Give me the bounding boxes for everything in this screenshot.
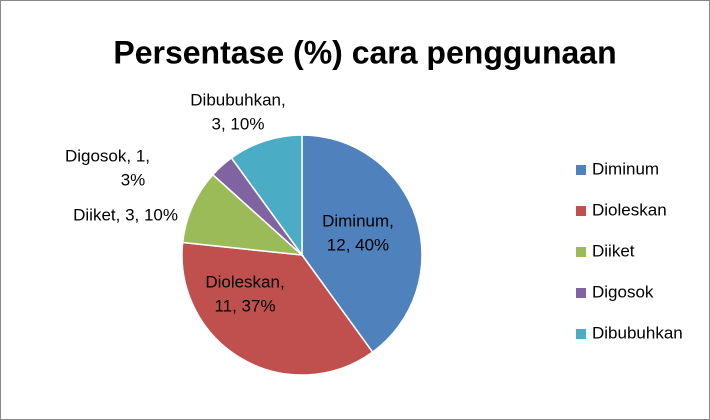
data-label: Diminum, [322, 211, 394, 230]
pie-slice [181, 241, 374, 376]
pie-slice [181, 173, 305, 256]
legend-label: Diiket [592, 241, 635, 260]
data-label: 3, 10% [212, 114, 265, 133]
legend-swatch [576, 206, 586, 216]
data-label: 11, 37% [214, 296, 275, 315]
legend-label: Diminum [592, 159, 659, 178]
legend-label: Dioleskan [592, 200, 667, 219]
data-label: Dibubuhkan, [190, 90, 285, 109]
pie-slice [230, 134, 303, 258]
legend-label: Dibubuhkan [592, 323, 683, 342]
legend-swatch [576, 288, 586, 298]
legend-swatch [576, 247, 586, 257]
data-label: Dioleskan, [205, 272, 284, 291]
data-label: 12, 40% [327, 235, 389, 254]
legend-swatch [576, 329, 586, 339]
pie-slice [301, 134, 423, 354]
chart-title: Persentase (%) cara penggunaan [113, 34, 616, 70]
legend-swatch [576, 165, 586, 175]
data-label: 3% [121, 170, 146, 189]
data-label: Diiket, 3, 10% [73, 205, 178, 224]
data-label: Digosok, 1, [65, 146, 150, 165]
legend-label: Digosok [592, 282, 654, 301]
